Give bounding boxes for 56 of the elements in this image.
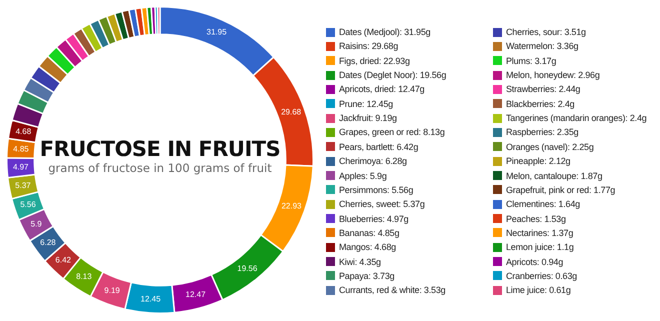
legend-label: Cherries, sour: 3.51g — [506, 27, 586, 37]
legend-label: Apples: 5.9g — [339, 170, 387, 180]
data-label: 19.56 — [237, 264, 258, 273]
legend-label: Plums: 3.17g — [506, 56, 556, 66]
legend-label: Blackberries: 2.4g — [506, 98, 574, 109]
legend-label: Raisins: 29.68g — [339, 41, 398, 52]
data-label: 5.9 — [30, 219, 42, 228]
legend-label: Pears, bartlett: 6.42g — [339, 142, 418, 152]
legend-label: Apricots, dried: 12.47g — [339, 84, 424, 94]
legend-label: Peaches: 1.53g — [506, 214, 566, 224]
legend-label: Melon, honeydew: 2.96g — [506, 70, 600, 80]
text: FRUCTOSE IN FRUITS — [38, 137, 282, 161]
legend-label: Grapefruit, pink or red: 1.77g — [506, 184, 616, 195]
legend-label: Watermelon: 3.36g — [506, 41, 578, 52]
legend-label: Papaya: 3.73g — [339, 270, 394, 281]
legend-label: Oranges (navel): 2.25g — [506, 142, 594, 152]
legend-label: Clementines: 1.64g — [506, 199, 580, 210]
data-label: 4.68 — [16, 127, 32, 136]
legend-label: Raspberries: 2.35g — [506, 127, 578, 138]
legend-label: Currants, red & white: 3.53g — [339, 285, 446, 296]
legend-label: Dates (Medjool): 31.95g — [339, 27, 430, 37]
data-label: 31.95 — [206, 28, 228, 37]
data-label: 12.47 — [186, 290, 206, 300]
legend-label: Nectarines: 1.37g — [506, 228, 574, 238]
legend-label: Dates (Deglet Noor): 19.56g — [339, 70, 446, 80]
legend-label: Kiwi: 4.35g — [339, 256, 381, 267]
data-label: 22.93 — [281, 202, 302, 211]
legend-label: Jackfruit: 9.19g — [339, 113, 397, 124]
data-label: 9.19 — [104, 286, 120, 296]
legend-label: Figs, dried: 22.93g — [339, 56, 410, 66]
legend-label: Lime juice: 0.61g — [506, 285, 571, 296]
legend-label: Persimmons: 5.56g — [339, 184, 414, 195]
legend-label: Pineapple: 2.12g — [506, 156, 570, 166]
data-label: 4.85 — [13, 144, 30, 154]
legend-label: Apricots: 0.94g — [506, 256, 564, 267]
legend-label: Cranberries: 0.63g — [506, 270, 577, 281]
legend-label: Melon, cantaloupe: 1.87g — [506, 170, 602, 180]
legend-label: Blueberries: 4.97g — [339, 214, 408, 224]
legend-label: Grapes, green or red: 8.13g — [339, 127, 445, 138]
data-label: 29.68 — [281, 108, 302, 117]
data-label: 12.45 — [140, 294, 162, 304]
legend-label: Strawberries: 2.44g — [506, 84, 580, 94]
data-label: 5.56 — [20, 200, 36, 210]
legend-label: Tangerines (mandarin oranges): 2.4g — [506, 113, 647, 124]
legend-label: Prune: 12.45g — [339, 98, 393, 109]
data-label: 6.42 — [55, 256, 72, 265]
text: grams of fructose in 100 grams of fruit — [47, 161, 273, 175]
legend-label: Cherries, sweet: 5.37g — [339, 199, 425, 210]
data-label: 5.37 — [15, 180, 32, 190]
legend-label: Lemon juice: 1.1g — [506, 242, 574, 252]
data-label: 8.13 — [76, 272, 92, 282]
legend-label: Bananas: 4.85g — [339, 228, 400, 238]
legend-label: Cherimoya: 6.28g — [339, 156, 407, 166]
data-label: 6.28 — [40, 238, 56, 248]
data-label: 4.97 — [12, 162, 30, 172]
legend-label: Mangos: 4.68g — [339, 242, 396, 252]
